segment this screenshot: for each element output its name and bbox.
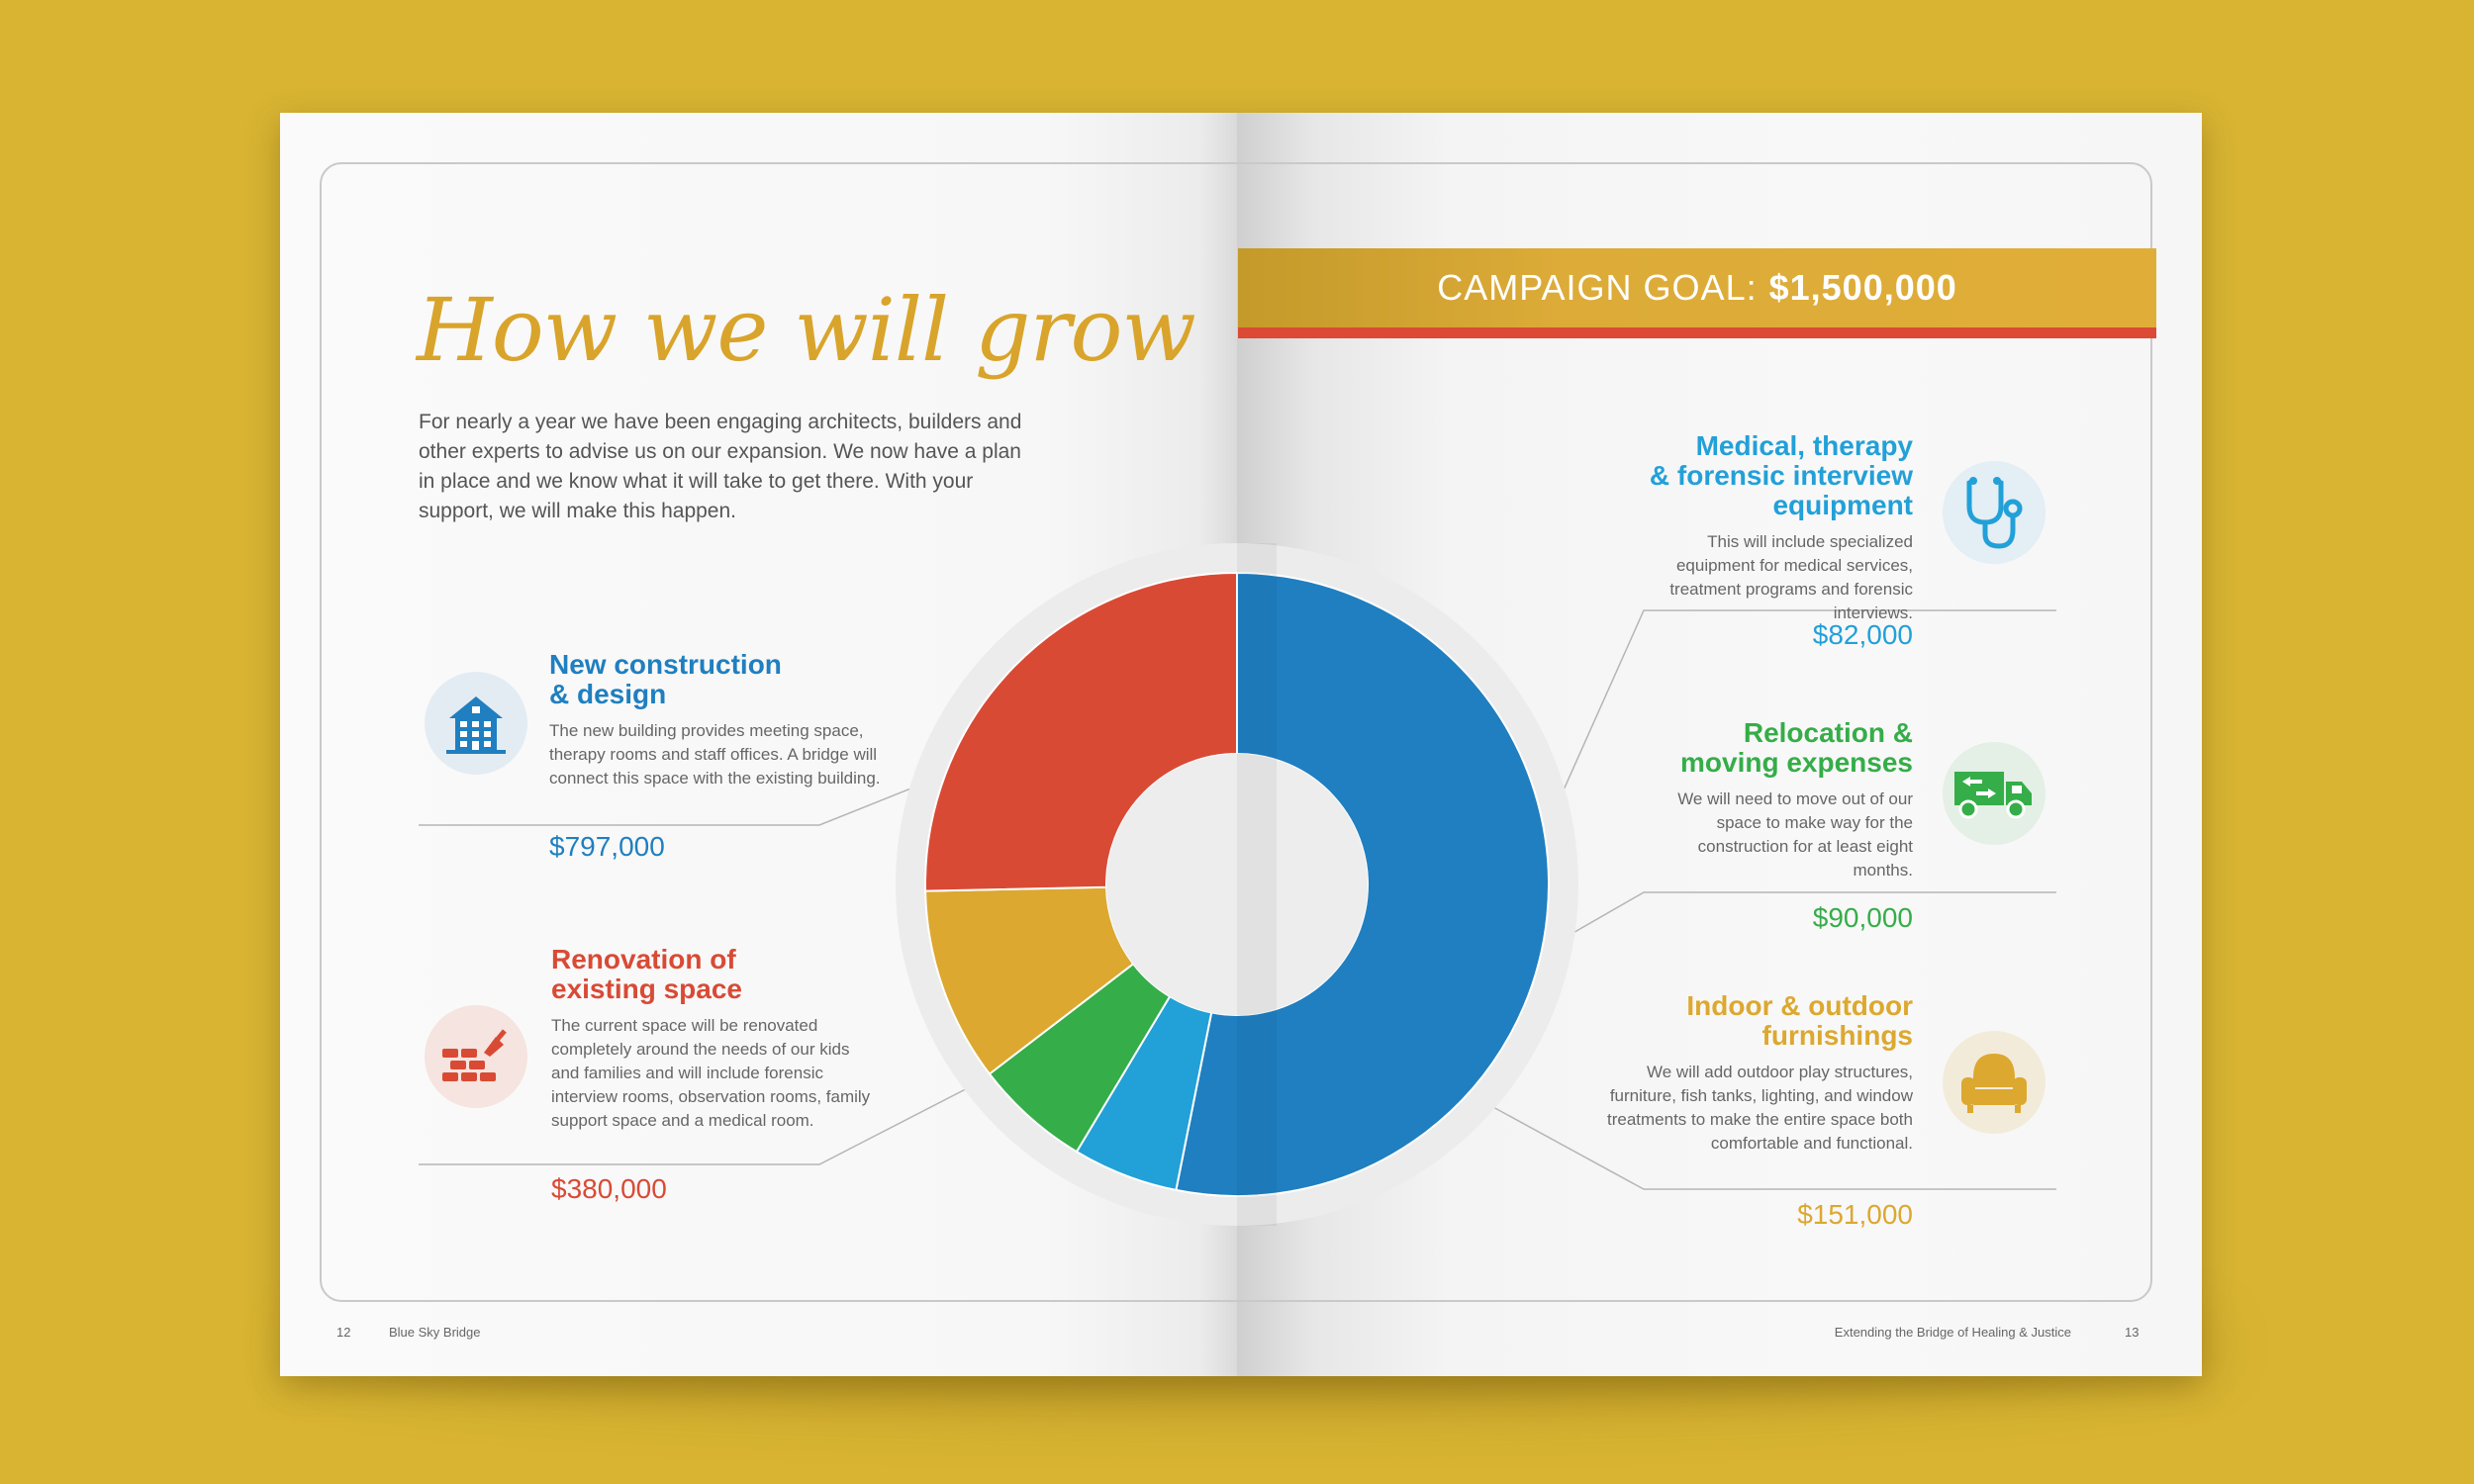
renovation-item: Renovation of existing space The current… <box>551 945 878 1133</box>
construction-amount: $797,000 <box>549 831 665 862</box>
bricks-trowel-icon <box>442 1029 507 1081</box>
budget-donut-chart <box>419 543 2056 1226</box>
relocation-amount: $90,000 <box>1812 902 1913 933</box>
relocation-icon-badge <box>1943 742 2046 845</box>
left-page-footer: Blue Sky Bridge <box>389 1325 481 1340</box>
construction-title: New construction & design <box>549 649 782 709</box>
page-spine-shade <box>1237 543 1277 1226</box>
relocation-description: We will need to move out of our space to… <box>1677 789 1913 880</box>
left-page-number: 12 <box>336 1325 351 1340</box>
medical-description: This will include specialized equipment … <box>1669 532 1913 622</box>
page-headline: How we will grow <box>417 279 1196 381</box>
renovation-icon-badge <box>425 1005 527 1108</box>
leader-line-1 <box>419 1062 1018 1165</box>
renovation-title: Renovation of existing space <box>551 944 742 1004</box>
construction-description: The new building provides meeting space,… <box>549 721 881 788</box>
furnishings-amount: $151,000 <box>1797 1199 1913 1230</box>
renovation-amount: $380,000 <box>551 1173 667 1204</box>
medical-icon-badge <box>1943 461 2046 564</box>
leader-line-4 <box>1447 1081 2056 1190</box>
furnishings-title: Indoor & outdoor furnishings <box>1686 990 1913 1051</box>
right-page-footer: Extending the Bridge of Healing & Justic… <box>1834 1325 2071 1340</box>
construction-item: New construction & design The new buildi… <box>549 650 886 790</box>
donut-hole <box>1106 754 1368 1015</box>
stethoscope-icon <box>1966 477 2023 549</box>
intro-paragraph: For nearly a year we have been engaging … <box>419 411 1022 522</box>
furnishings-icon-badge <box>1943 1031 2046 1134</box>
brochure-spread: CAMPAIGN GOAL: $1,500,000 How we will gr… <box>280 113 2202 1376</box>
furnishings-description: We will add outdoor play structures, fur… <box>1606 1063 1913 1153</box>
page-frame <box>320 162 2152 1302</box>
campaign-goal-label: CAMPAIGN GOAL: <box>1437 267 1758 308</box>
medical-amount: $82,000 <box>1812 619 1913 650</box>
building-icon <box>446 696 506 754</box>
right-page-number: 13 <box>2125 1325 2140 1340</box>
renovation-description: The current space will be renovated comp… <box>551 1016 871 1130</box>
armchair-icon <box>1961 1054 2027 1113</box>
relocation-item: Relocation & moving expenses We will nee… <box>1586 718 1913 882</box>
campaign-goal-banner: CAMPAIGN GOAL: $1,500,000 <box>1238 248 2156 327</box>
construction-icon-badge <box>425 672 527 775</box>
medical-item: Medical, therapy & forensic interview eq… <box>1567 431 1913 625</box>
campaign-goal-underline <box>1238 327 2156 338</box>
medical-title: Medical, therapy & forensic interview eq… <box>1649 430 1913 520</box>
campaign-goal-amount: $1,500,000 <box>1768 267 1957 308</box>
moving-truck-icon <box>1954 772 2032 819</box>
donut-slices <box>924 571 1550 1197</box>
relocation-title: Relocation & moving expenses <box>1680 717 1913 778</box>
furnishings-item: Indoor & outdoor furnishings We will add… <box>1567 991 1913 1156</box>
leader-line-2 <box>1536 609 2056 851</box>
